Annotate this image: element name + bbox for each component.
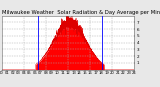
Text: Milwaukee Weather  Solar Radiation & Day Average per Minute W/m2 (Today): Milwaukee Weather Solar Radiation & Day … — [2, 10, 160, 15]
